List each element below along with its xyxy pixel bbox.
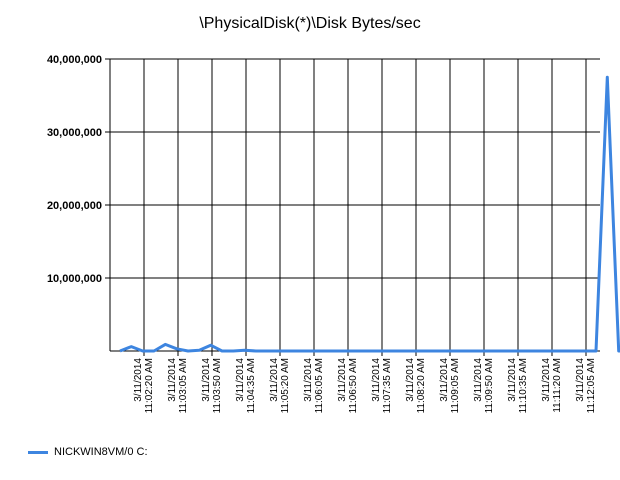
x-tick-time: 11:06:05 AM (314, 358, 325, 413)
x-tick-time: 11:03:50 AM (212, 358, 223, 413)
x-tick-date: 3/11/2014 (201, 358, 212, 402)
x-tick-time: 11:09:50 AM (484, 358, 495, 413)
x-tick-time: 11:12:05 AM (586, 358, 597, 413)
legend-swatch (28, 450, 48, 454)
x-tick-time: 11:08:20 AM (416, 358, 427, 413)
y-axis-ticks: 10,000,000 20,000,000 30,000,000 40,000,000 (47, 54, 102, 285)
x-tick-date: 3/11/2014 (473, 358, 484, 402)
x-tick-date: 3/11/2014 (167, 358, 178, 402)
x-tick-date: 3/11/2014 (405, 358, 416, 402)
x-tick-label: 3/11/2014 11:11:20 AM (541, 358, 563, 413)
x-tick-label: 3/11/2014 11:05:20 AM (269, 358, 291, 414)
x-tick-label: 3/11/2014 11:06:50 AM (337, 358, 359, 414)
x-tick-date: 3/11/2014 (541, 358, 552, 402)
series-line (119, 75, 620, 353)
x-tick-label: 3/11/2014 11:04:35 AM (235, 358, 257, 414)
x-tick-date: 3/11/2014 (133, 358, 144, 402)
y-tick-label: 40,000,000 (47, 54, 102, 66)
x-tick-label: 3/11/2014 11:10:35 AM (507, 358, 529, 414)
x-tick-time: 11:10:35 AM (518, 358, 529, 413)
x-tick-date: 3/11/2014 (269, 358, 280, 402)
x-tick-time: 11:02:20 AM (144, 358, 155, 413)
x-tick-date: 3/11/2014 (235, 358, 246, 402)
x-tick-label: 3/11/2014 11:02:20 AM (133, 358, 155, 414)
series-layer (119, 75, 620, 353)
grid-lines (105, 58, 600, 356)
x-tick-label: 3/11/2014 11:07:35 AM (371, 358, 393, 414)
x-tick-date: 3/11/2014 (575, 358, 586, 402)
x-tick-time: 11:03:05 AM (178, 358, 189, 413)
x-tick-label: 3/11/2014 11:09:05 AM (439, 358, 461, 414)
x-tick-time: 11:05:20 AM (280, 358, 291, 413)
x-tick-label: 3/11/2014 11:03:50 AM (201, 358, 223, 414)
x-axis-ticks: 3/11/2014 11:02:20 AM 3/11/2014 11:03:05 AM… (133, 358, 597, 414)
chart-title: \PhysicalDisk(*)\Disk Bytes/sec (199, 15, 421, 32)
legend: NICKWIN8VM/0 C: (28, 446, 148, 458)
x-tick-label: 3/11/2014 11:08:20 AM (405, 358, 427, 414)
x-tick-date: 3/11/2014 (507, 358, 518, 402)
x-tick-label: 3/11/2014 11:12:05 AM (575, 358, 597, 414)
x-tick-date: 3/11/2014 (303, 358, 314, 402)
x-tick-time: 11:11:20 AM (552, 358, 563, 413)
x-tick-label: 3/11/2014 11:06:05 AM (303, 358, 325, 414)
y-tick-label: 20,000,000 (47, 200, 102, 212)
x-tick-time: 11:09:05 AM (450, 358, 461, 413)
x-tick-date: 3/11/2014 (337, 358, 348, 402)
x-tick-label: 3/11/2014 11:03:05 AM (167, 358, 189, 414)
y-tick-label: 10,000,000 (47, 273, 102, 285)
y-tick-label: 30,000,000 (47, 127, 102, 139)
legend-label: NICKWIN8VM/0 C: (54, 446, 148, 458)
x-tick-date: 3/11/2014 (371, 358, 382, 402)
x-tick-date: 3/11/2014 (439, 358, 450, 402)
x-tick-label: 3/11/2014 11:09:50 AM (473, 358, 495, 414)
x-tick-time: 11:07:35 AM (382, 358, 393, 413)
x-tick-time: 11:06:50 AM (348, 358, 359, 413)
x-tick-time: 11:04:35 AM (246, 358, 257, 413)
